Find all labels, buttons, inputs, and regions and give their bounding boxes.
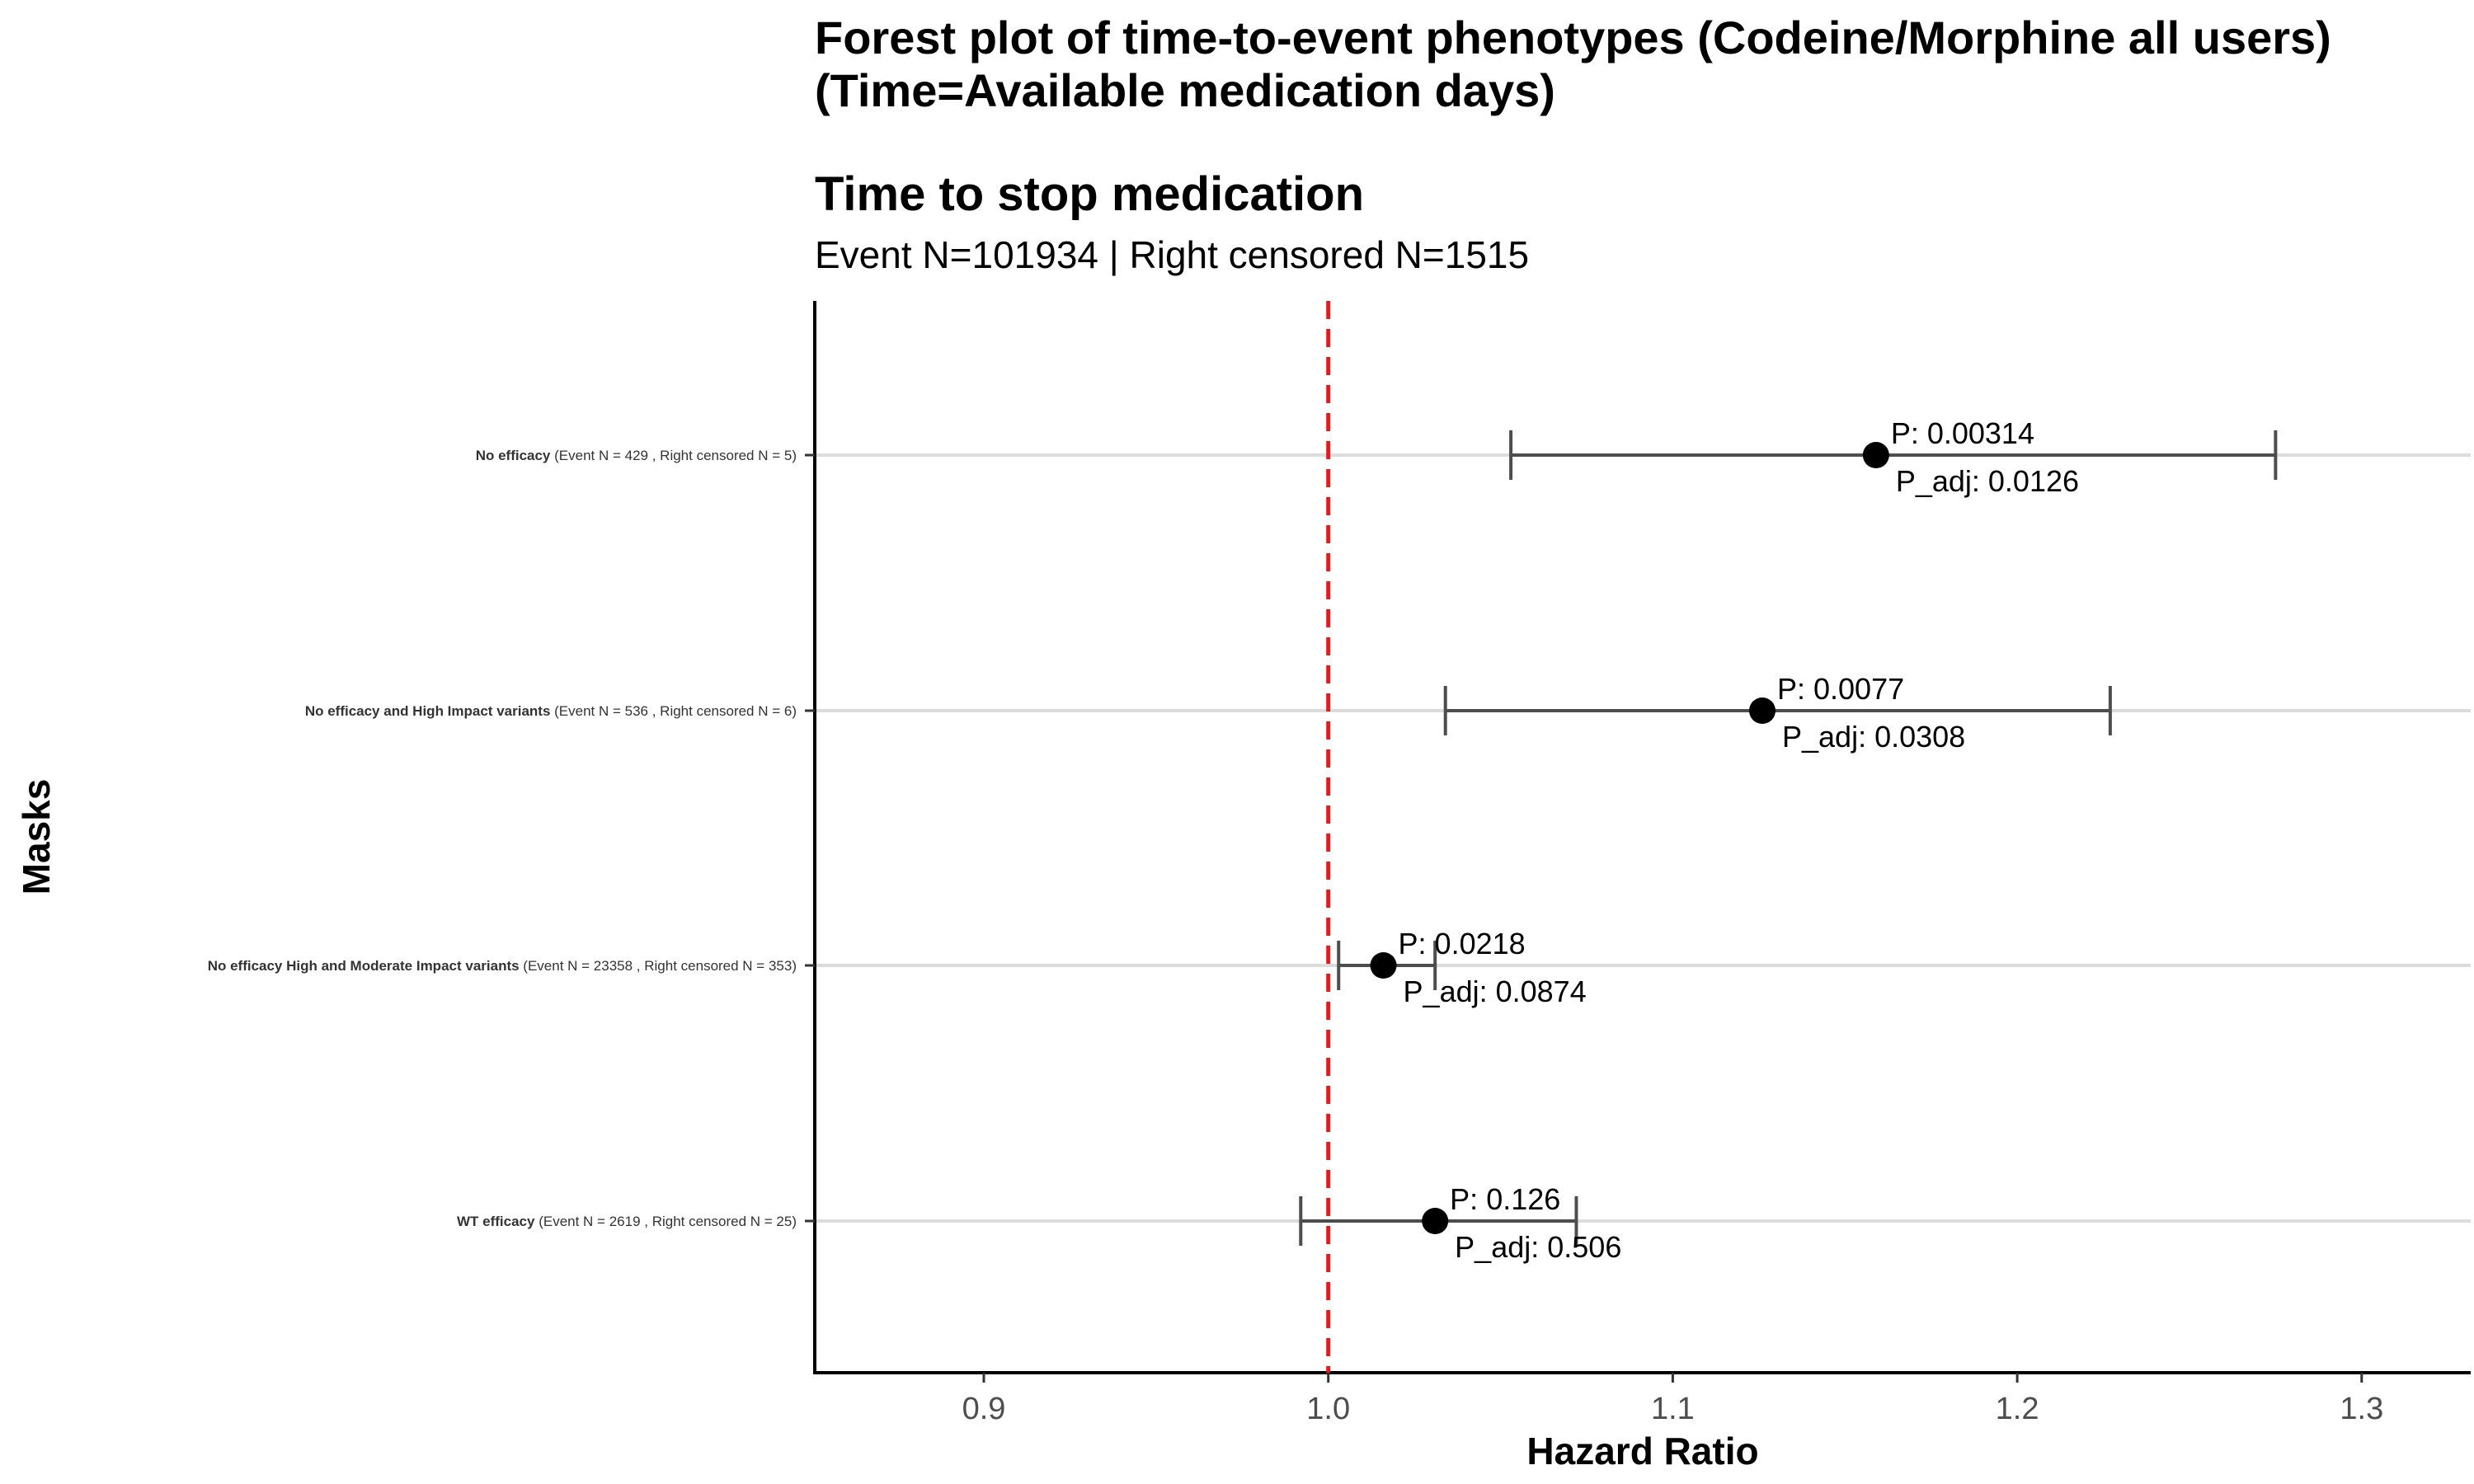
x-tick-label: 0.9: [962, 1392, 1006, 1426]
x-tick-label: 1.2: [1996, 1392, 2039, 1426]
hazard-ratio-point: [1422, 1208, 1449, 1234]
chart-title: Forest plot of time-to-event phenotypes …: [815, 12, 2331, 63]
y-tick-label: No efficacy (Event N = 429 , Right censo…: [476, 448, 797, 463]
x-tick-label: 1.1: [1651, 1392, 1695, 1426]
chart-caption: Event N=101934 | Right censored N=1515: [815, 233, 1530, 276]
p-value-label: P: 0.00314: [1891, 416, 2034, 450]
hazard-ratio-point: [1862, 442, 1889, 468]
x-tick-label: 1.3: [2340, 1392, 2383, 1426]
x-tick-label: 1.0: [1306, 1392, 1350, 1426]
y-tick-label: No efficacy High and Moderate Impact var…: [208, 958, 797, 974]
hazard-ratio-point: [1749, 697, 1776, 724]
p-value-label: P: 0.0077: [1777, 672, 1904, 706]
y-tick-label: WT efficacy (Event N = 2619 , Right cens…: [457, 1214, 797, 1229]
chart-title-line-2: (Time=Available medication days): [815, 64, 1555, 116]
x-axis-title: Hazard Ratio: [1526, 1430, 1758, 1472]
p-adj-label: P_adj: 0.0126: [1896, 464, 2079, 498]
chart-subtitle: Time to stop medication: [815, 167, 1365, 221]
p-adj-label: P_adj: 0.0308: [1782, 720, 1965, 754]
hazard-ratio-point: [1370, 952, 1397, 979]
p-value-label: P: 0.0218: [1399, 927, 1526, 960]
y-tick-label: No efficacy and High Impact variants (Ev…: [305, 703, 797, 719]
p-adj-label: P_adj: 0.0874: [1404, 974, 1587, 1008]
p-adj-label: P_adj: 0.506: [1455, 1230, 1621, 1264]
p-value-label: P: 0.126: [1450, 1182, 1560, 1216]
y-axis-title: Masks: [15, 779, 58, 895]
